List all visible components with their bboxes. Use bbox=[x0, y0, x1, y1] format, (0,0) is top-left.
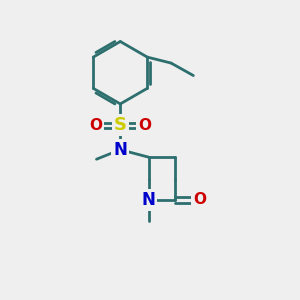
Text: O: O bbox=[89, 118, 102, 133]
Text: O: O bbox=[193, 192, 206, 207]
Text: O: O bbox=[138, 118, 151, 133]
Text: S: S bbox=[114, 116, 127, 134]
Text: N: N bbox=[142, 191, 155, 209]
Text: N: N bbox=[113, 141, 127, 159]
